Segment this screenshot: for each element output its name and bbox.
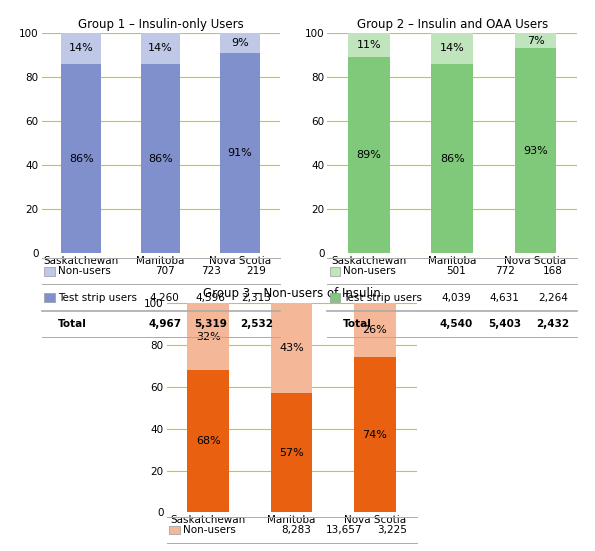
Text: 68%: 68% [196,436,221,446]
Text: 2,313: 2,313 [242,293,271,302]
Text: 4,039: 4,039 [441,293,471,302]
Bar [141,33,180,64]
Bar [271,303,312,393]
Text: 14%: 14% [69,44,93,53]
Bar [348,33,390,57]
Text: 2,264: 2,264 [538,293,568,302]
Text: 86%: 86% [69,154,93,164]
Bar [348,57,390,253]
Text: Non-users: Non-users [58,266,111,276]
Bar [220,53,260,253]
Text: 723: 723 [201,266,221,276]
Text: 7%: 7% [527,36,544,46]
Bar [515,48,556,253]
Bar [515,33,556,48]
Text: Non-users: Non-users [183,525,236,535]
Text: 168: 168 [543,266,563,276]
Text: 4,540: 4,540 [440,319,473,329]
Text: 89%: 89% [356,150,381,160]
Bar [61,64,101,253]
Text: 74%: 74% [362,430,387,440]
Bar [354,303,396,358]
Title: Group 2 – Insulin and OAA Users: Group 2 – Insulin and OAA Users [356,18,548,30]
Text: 2,532: 2,532 [240,319,273,329]
Text: 5,403: 5,403 [488,319,521,329]
Text: 5,319: 5,319 [194,319,227,329]
Text: 86%: 86% [440,154,465,164]
Text: 4,596: 4,596 [196,293,226,302]
Text: 772: 772 [494,266,515,276]
Bar [61,33,101,64]
Text: 4,260: 4,260 [150,293,180,302]
Text: Test strip users: Test strip users [58,293,137,302]
Text: 86%: 86% [148,154,173,164]
Text: 4,967: 4,967 [148,319,181,329]
Text: 219: 219 [247,266,267,276]
Text: 13,657: 13,657 [326,525,362,535]
Text: 3,225: 3,225 [377,525,408,535]
Text: 14%: 14% [148,44,173,53]
Text: 26%: 26% [362,325,387,335]
Text: 8,283: 8,283 [281,525,311,535]
Title: Group 1 – Insulin-only Users: Group 1 – Insulin-only Users [78,18,243,30]
Text: 11%: 11% [356,40,381,50]
Text: 707: 707 [155,266,174,276]
Bar [431,33,473,64]
Text: Total: Total [343,319,372,329]
Bar [354,358,396,512]
Text: 32%: 32% [196,332,221,342]
Text: 43%: 43% [279,343,304,353]
Text: 57%: 57% [279,448,304,458]
Text: Total: Total [58,319,87,329]
Text: Test strip users: Test strip users [343,293,422,302]
Text: 91%: 91% [228,148,252,158]
Text: 2,432: 2,432 [537,319,569,329]
Bar [187,370,229,512]
Text: 501: 501 [446,266,466,276]
Bar [141,64,180,253]
Text: 14%: 14% [440,44,465,53]
Text: 93%: 93% [523,146,548,156]
Bar [220,33,260,53]
Bar [431,64,473,253]
Text: Non-users: Non-users [343,266,396,276]
Bar [187,303,229,370]
Text: 9%: 9% [231,38,249,48]
Title: Group 3 – Non-users of Insulin: Group 3 – Non-users of Insulin [203,288,380,300]
Text: 4,631: 4,631 [490,293,519,302]
Bar [271,393,312,512]
